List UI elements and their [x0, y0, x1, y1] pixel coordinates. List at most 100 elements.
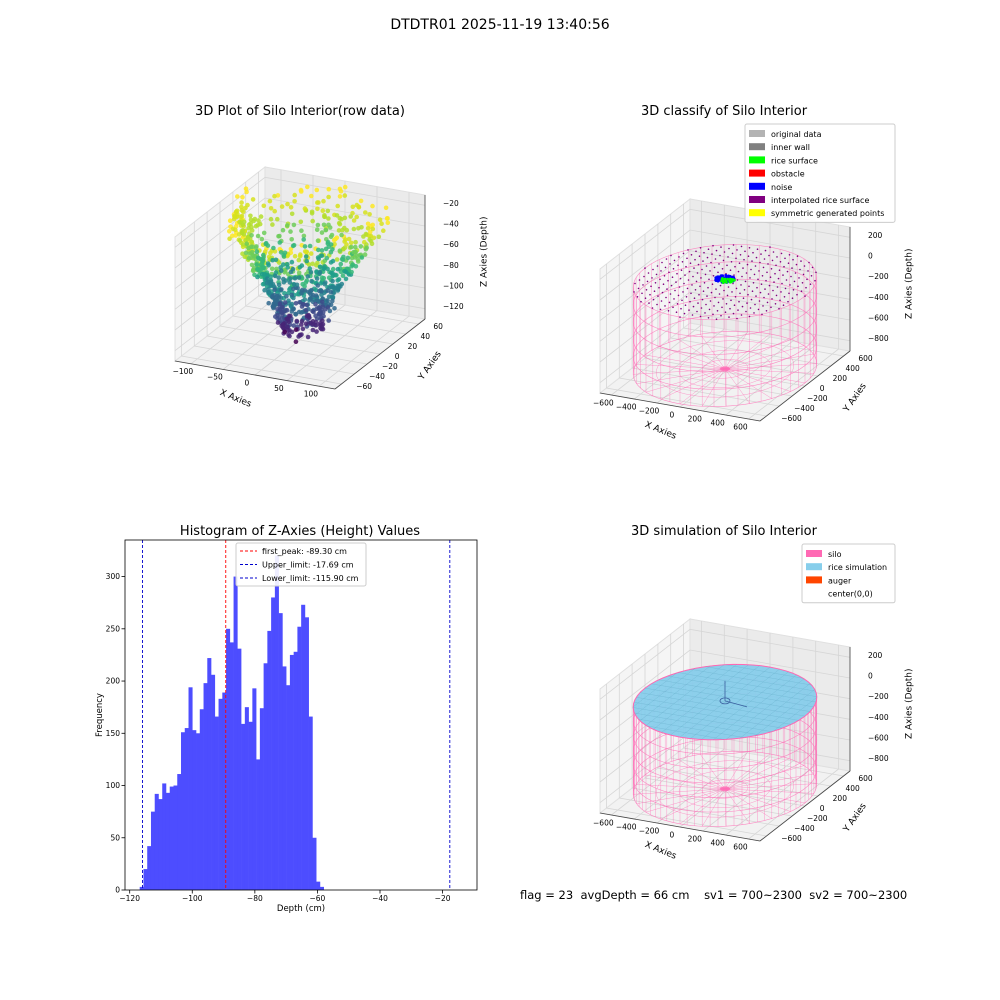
sim-legend-label: silo [828, 550, 842, 559]
raw-point [363, 210, 368, 215]
raw-point [267, 198, 273, 204]
raw-point [234, 208, 240, 214]
histogram-bar [248, 721, 253, 890]
cls-interpolated-point [685, 265, 687, 268]
histogram-bar [233, 576, 238, 890]
sim-y-tick-label: 0 [820, 804, 825, 813]
raw-point [315, 238, 321, 243]
raw-point [243, 250, 249, 256]
cls-legend-swatch [749, 130, 765, 137]
cls-interpolated-point [714, 258, 717, 260]
cls-interpolated-point [681, 299, 683, 302]
cls-z-tick-label: 0 [868, 251, 873, 260]
cls-interpolated-point [658, 286, 660, 289]
histogram-bar [278, 613, 283, 890]
cls-interpolated-point [701, 268, 703, 271]
raw-point [367, 229, 373, 235]
raw-point [384, 216, 390, 221]
raw-point [254, 262, 259, 267]
raw-point [276, 275, 282, 281]
cls-interpolated-point [680, 307, 682, 310]
raw-point [293, 301, 299, 306]
raw-point [340, 273, 346, 279]
cls-interpolated-point [778, 307, 780, 310]
raw-point [227, 218, 233, 223]
cls-interpolated-point [775, 294, 778, 297]
cls-y-tick-label: −400 [794, 404, 815, 413]
histogram-bar [207, 658, 212, 890]
sim-legend-swatch [806, 550, 822, 557]
cls-interpolated-point [764, 288, 766, 290]
cls-interpolated-point [707, 286, 709, 289]
sim-x-axis-label: X Axies [643, 840, 678, 862]
cls-interpolated-point [730, 299, 732, 302]
cls-x-grid [702, 217, 794, 412]
histogram-bar [274, 555, 279, 890]
cls-y-tick-label: 400 [846, 364, 861, 373]
cls-interpolated-point [772, 289, 774, 292]
cls-legend-label: inner wall [771, 143, 810, 152]
raw-point [330, 278, 335, 284]
cls-z-grid [599, 229, 851, 301]
raw-point [309, 211, 315, 216]
status-sv2: sv2 = 700~2300 [809, 888, 908, 902]
raw-point [376, 234, 382, 240]
histogram-bar [286, 685, 291, 890]
cls-legend-swatch [749, 209, 765, 217]
cls-interpolated-point [758, 300, 761, 302]
cls-interpolated-point [712, 244, 714, 247]
cls-interpolated-point [781, 282, 783, 285]
cls-interpolated-point [669, 263, 671, 265]
histogram-bar [203, 683, 208, 890]
raw-point [292, 275, 298, 281]
cls-interpolated-point [782, 274, 784, 276]
cls-interpolated-point [706, 256, 709, 259]
raw-point [291, 242, 297, 248]
cls-z-tick-label: −200 [868, 272, 889, 281]
raw-point [337, 215, 343, 221]
raw-point [239, 200, 244, 205]
raw-point [275, 216, 280, 222]
cls-interpolated-point [678, 286, 681, 288]
histogram-x-tick-label: −60 [310, 894, 326, 903]
raw-point [241, 219, 247, 225]
raw-point [288, 276, 293, 281]
raw-point [289, 259, 295, 265]
cls-interpolated-point [712, 275, 715, 277]
cls-interpolated-point [704, 273, 707, 276]
raw-point [260, 258, 265, 263]
panel-classify-title: 3D classify of Silo Interior [640, 104, 808, 119]
raw-point [326, 222, 331, 228]
raw-point [370, 222, 376, 228]
cls-interpolated-point [698, 255, 701, 257]
sim-silo-floor-ring [701, 779, 749, 799]
raw-point [283, 278, 289, 283]
raw-point [303, 254, 309, 259]
cls-interpolated-point [704, 312, 706, 314]
cls-interpolated-point [688, 309, 690, 311]
cls-interpolated-point [728, 247, 730, 250]
raw-z-tick-label: −40 [443, 219, 459, 228]
raw-point [256, 218, 261, 223]
raw-point [351, 218, 357, 223]
raw-point [294, 282, 300, 288]
cls-interpolated-point [753, 312, 755, 314]
histogram-bar [143, 869, 148, 890]
histogram-y-tick-label: 50 [110, 833, 120, 842]
raw-point [338, 261, 344, 267]
cls-interpolated-point [736, 317, 738, 320]
cls-interpolated-point [744, 280, 747, 283]
raw-point [314, 306, 320, 312]
raw-y-grid [180, 232, 342, 385]
cls-interpolated-point [638, 279, 641, 281]
cls-interpolated-point [692, 275, 694, 278]
raw-point [315, 222, 321, 228]
cls-interpolated-point [688, 270, 691, 273]
cls-interpolated-point [723, 289, 725, 292]
raw-point [302, 288, 308, 293]
histogram-bar [214, 716, 219, 890]
raw-point [268, 274, 273, 280]
raw-point [343, 276, 349, 282]
raw-z-grid [174, 238, 426, 310]
cls-interpolated-point [686, 287, 689, 290]
